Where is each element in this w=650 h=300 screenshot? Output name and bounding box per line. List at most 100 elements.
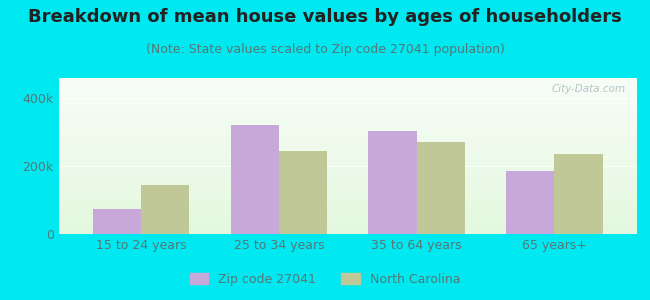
Bar (58, 118, 637, 119)
Bar (58, 96, 637, 97)
Bar (58, 232, 637, 233)
Bar (58, 101, 637, 102)
Bar (58, 211, 637, 212)
Bar (58, 111, 637, 112)
Bar (58, 114, 637, 115)
Bar (58, 220, 637, 221)
Bar (58, 222, 637, 223)
Bar (58, 90, 637, 91)
Bar (58, 122, 637, 123)
Bar (58, 153, 637, 154)
Bar (58, 213, 637, 214)
Bar (141, 185, 189, 234)
Bar (58, 102, 637, 103)
Bar (279, 151, 327, 234)
Bar (58, 125, 637, 126)
Bar (58, 201, 637, 202)
Bar (58, 147, 637, 148)
Bar (58, 206, 637, 207)
Bar (58, 203, 637, 204)
Bar (58, 87, 637, 88)
Bar (58, 80, 637, 81)
Bar (93, 208, 141, 234)
Bar (58, 154, 637, 155)
Bar (58, 183, 637, 184)
Bar (58, 91, 637, 92)
Bar (58, 225, 637, 226)
Bar (58, 205, 637, 206)
Bar (58, 112, 637, 113)
Bar (58, 79, 637, 80)
Bar (58, 166, 637, 167)
Bar (58, 110, 637, 111)
Bar (58, 196, 637, 197)
Bar (58, 120, 637, 121)
Bar (58, 173, 637, 174)
Bar (369, 130, 417, 234)
Text: City-Data.com: City-Data.com (551, 84, 625, 94)
Bar (58, 86, 637, 87)
Bar (58, 214, 637, 215)
Bar (58, 85, 637, 86)
Bar (58, 131, 637, 132)
Bar (58, 197, 637, 198)
Bar (58, 189, 637, 190)
Bar (58, 228, 637, 229)
Bar (58, 124, 637, 125)
Bar (58, 135, 637, 136)
Bar (58, 104, 637, 105)
Bar (58, 143, 637, 144)
Bar (58, 99, 637, 100)
Bar (58, 176, 637, 177)
Bar (58, 184, 637, 185)
Bar (58, 178, 637, 179)
Bar (58, 94, 637, 95)
Bar (58, 212, 637, 213)
Text: Breakdown of mean house values by ages of householders: Breakdown of mean house values by ages o… (28, 8, 622, 26)
Bar (58, 191, 637, 192)
Bar (58, 119, 637, 120)
Bar (58, 221, 637, 222)
Bar (58, 174, 637, 175)
Bar (58, 167, 637, 168)
Bar (417, 142, 465, 234)
Bar (58, 187, 637, 188)
Bar (58, 149, 637, 150)
Bar (58, 106, 637, 107)
Bar (58, 192, 637, 193)
Bar (58, 126, 637, 127)
Bar (58, 199, 637, 200)
Bar (58, 223, 637, 224)
Bar (58, 123, 637, 124)
Bar (58, 230, 637, 231)
Bar (58, 218, 637, 219)
Bar (58, 233, 637, 234)
Bar (58, 88, 637, 89)
Bar (58, 179, 637, 180)
Bar (58, 113, 637, 114)
Bar (58, 127, 637, 128)
Bar (58, 150, 637, 151)
Bar (58, 107, 637, 108)
Bar (58, 151, 637, 152)
Bar (58, 83, 637, 84)
Bar (231, 125, 279, 234)
Bar (58, 100, 637, 101)
Bar (58, 138, 637, 139)
Text: (Note: State values scaled to Zip code 27041 population): (Note: State values scaled to Zip code 2… (146, 44, 504, 56)
Bar (58, 152, 637, 153)
Bar (58, 202, 637, 203)
Bar (58, 105, 637, 106)
Bar (58, 168, 637, 169)
Bar (58, 129, 637, 130)
Bar (58, 98, 637, 99)
Bar (58, 108, 637, 109)
Bar (58, 164, 637, 165)
Bar (58, 109, 637, 110)
Bar (58, 115, 637, 116)
Bar (58, 163, 637, 164)
Bar (58, 217, 637, 218)
Bar (58, 144, 637, 145)
Bar (58, 215, 637, 216)
Bar (58, 128, 637, 129)
